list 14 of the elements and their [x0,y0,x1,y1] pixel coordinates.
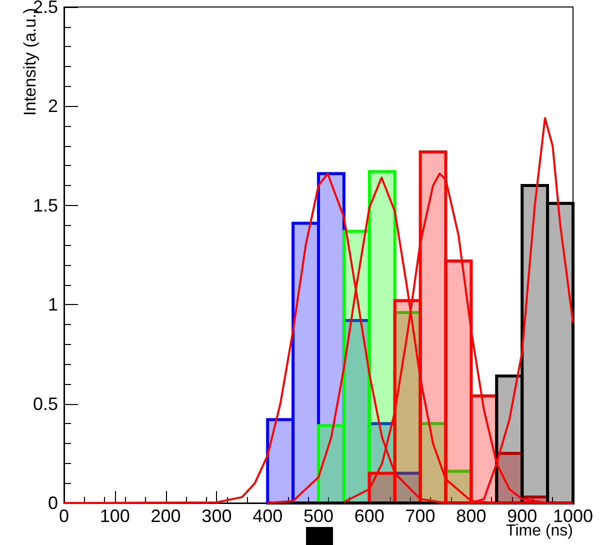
y-tick-label: 1.5 [32,195,58,216]
x-tick-label: 200 [150,506,181,526]
y-tick-label: 1 [48,294,58,315]
y-tick-label: 2 [48,96,58,116]
x-tick-label: 400 [252,506,283,526]
y-tick-label: 0.5 [32,394,58,414]
x-tick-label: 500 [303,506,334,526]
x-tick-label: 300 [202,506,232,526]
x-tick-label: 700 [405,506,436,526]
x-tick-label: 600 [354,506,384,526]
y-tick-label: 0 [48,493,58,513]
x-axis-title: Time (ns) [506,522,574,540]
x-tick-label: 800 [456,506,486,526]
x-tick-label: 100 [100,506,130,526]
